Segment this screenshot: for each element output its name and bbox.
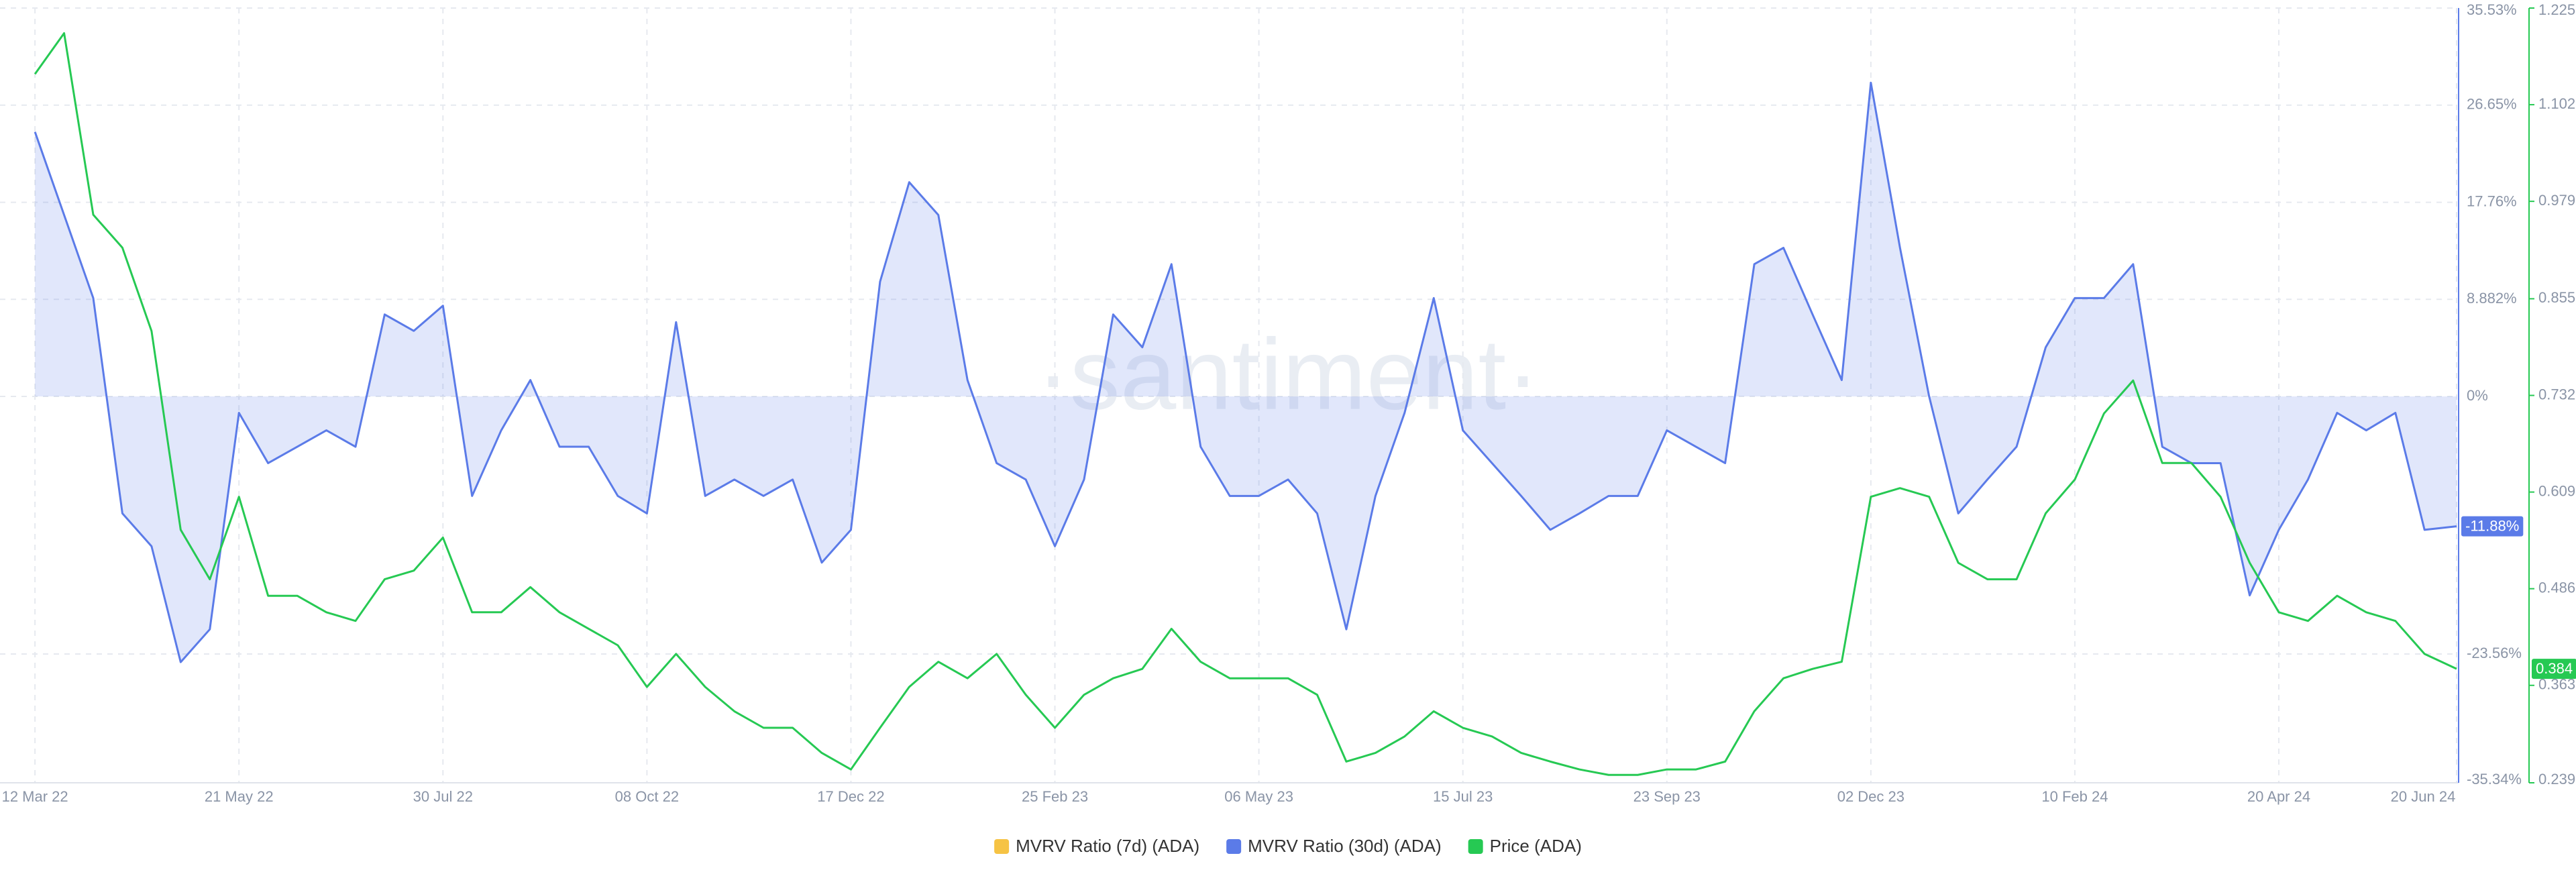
y-tick-label: 0% [2467,387,2488,404]
y-tick-label: 35.53% [2467,1,2517,18]
x-tick-label: 06 May 23 [1224,788,1293,805]
y-tick-label: 8.882% [2467,290,2517,307]
x-tick-label: 20 Apr 24 [2247,788,2310,805]
legend-swatch [1226,839,1242,854]
y2-tick-label: 0.609 [2538,482,2575,499]
x-tick-label: 08 Oct 22 [615,788,679,805]
line [34,32,2457,776]
y-tick-label: 26.65% [2467,96,2517,113]
x-tick-label: 20 Jun 24 [2391,788,2456,805]
y2-tick-label: 0.239 [2538,771,2575,787]
value-badge [2461,516,2524,537]
value-badge [2532,659,2576,679]
legend-item: Price (ADA) [1468,836,1582,856]
y2-tick-label: 0.732 [2538,386,2575,402]
y2-tick-label: 0.486 [2538,579,2575,596]
line [34,81,2457,663]
legend-label: Price (ADA) [1490,836,1582,856]
x-tick-label: 12 Mar 22 [2,788,68,805]
x-tick-label: 25 Feb 23 [1022,788,1088,805]
legend-swatch [1468,839,1483,854]
x-tick-label: 02 Dec 23 [1837,788,1904,805]
y-tick-label: -35.34% [2467,771,2522,787]
y-tick-label: 17.76% [2467,193,2517,209]
x-tick-label: 21 May 22 [205,788,274,805]
x-tick-label: 17 Dec 22 [817,788,884,805]
value-badge-label: 0.384 [2536,660,2573,677]
y2-tick-label: 1.225 [2538,1,2575,18]
x-tick-label: 23 Sep 23 [1633,788,1701,805]
y2-tick-label: 1.102 [2538,95,2575,112]
legend-item: MVRV Ratio (7d) (ADA) [994,836,1199,856]
x-tick-label: 10 Feb 24 [2041,788,2108,805]
y-tick-label: -23.56% [2467,645,2522,661]
legend-item: MVRV Ratio (30d) (ADA) [1226,836,1442,856]
legend-label: MVRV Ratio (30d) (ADA) [1248,836,1442,856]
legend-swatch [994,839,1010,854]
y2-tick-label: 0.979 [2538,192,2575,209]
x-tick-label: 30 Jul 22 [413,788,473,805]
watermark: ·santiment· [1036,318,1540,431]
y2-tick-label: 0.855 [2538,289,2575,306]
x-tick-label: 15 Jul 23 [1433,788,1493,805]
legend-label: MVRV Ratio (7d) (ADA) [1016,836,1199,856]
value-badge-label: -11.88% [2465,517,2519,534]
